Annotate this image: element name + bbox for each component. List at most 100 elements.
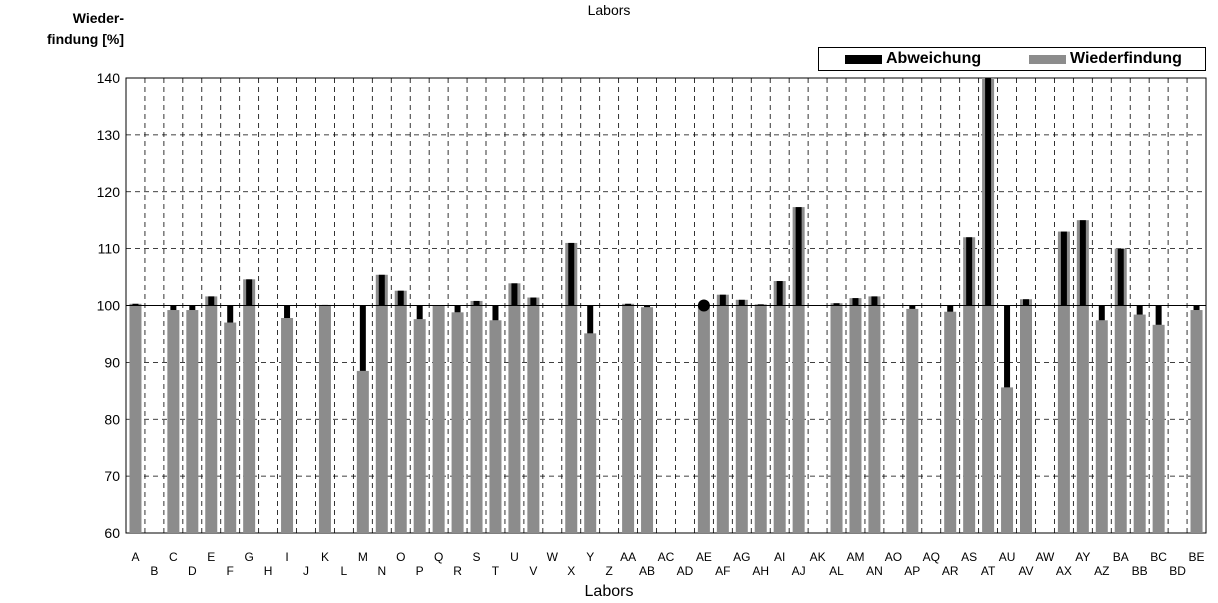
x-tick-label-I: I [285, 550, 288, 564]
bar-wiederfindung-AF [716, 294, 729, 533]
bar-abweichung-M [359, 305, 366, 371]
x-tick-label-E: E [207, 550, 215, 564]
bar-wiederfindung-Y [584, 333, 597, 533]
bar-abweichung-AS [966, 237, 973, 306]
x-tick-label-BE: BE [1189, 550, 1205, 564]
bar-abweichung-AH [757, 304, 764, 306]
bar-abweichung-X [568, 242, 575, 306]
x-tick-label-W: W [547, 550, 559, 564]
bar-wiederfindung-R [451, 312, 464, 533]
bar-wiederfindung-AH [754, 304, 767, 533]
bar-abweichung-G [246, 279, 253, 306]
x-tick-label-U: U [510, 550, 519, 564]
x-tick-label-T: T [492, 564, 500, 578]
y-tick-label: 70 [104, 468, 120, 484]
x-tick-label-Y: Y [586, 550, 594, 564]
bar-abweichung-BC [1155, 305, 1162, 325]
bar-wiederfindung-D [186, 310, 199, 533]
bar-abweichung-I [284, 305, 291, 319]
bar-abweichung-P [416, 305, 423, 320]
bar-wiederfindung-V [527, 297, 540, 533]
bar-wiederfindung-AB [641, 307, 654, 533]
legend-entry-abweichung: Abweichung [845, 50, 981, 68]
chart-title: Labors [587, 2, 631, 18]
x-tick-label-Z: Z [605, 564, 612, 578]
bar-abweichung-AZ [1098, 305, 1105, 321]
bar-wiederfindung-M [356, 370, 369, 533]
x-tick-label-AR: AR [942, 564, 959, 578]
bar-abweichung-AF [719, 294, 726, 306]
bar-abweichung-AX [1060, 231, 1067, 306]
bar-abweichung-N [378, 274, 385, 306]
y-tick-label: 90 [104, 354, 120, 370]
bar-wiederfindung-O [394, 290, 407, 533]
bar-wiederfindung-AR [944, 311, 957, 533]
marker-AE [697, 299, 710, 312]
x-tick-label-AV: AV [1018, 564, 1033, 578]
bar-wiederfindung-AI [773, 281, 786, 533]
bar-abweichung-AR [947, 305, 954, 312]
bar-wiederfindung-U [508, 283, 521, 533]
x-tick-label-BB: BB [1132, 564, 1148, 578]
bar-wiederfindung-AU [1001, 387, 1014, 533]
x-tick-label-V: V [529, 564, 537, 578]
bar-abweichung-BB [1136, 305, 1143, 315]
x-tick-label-AX: AX [1056, 564, 1072, 578]
x-tick-label-O: O [396, 550, 405, 564]
bar-wiederfindung-K [318, 304, 331, 533]
x-tick-label-H: H [264, 564, 273, 578]
y-tick-label: 100 [97, 298, 121, 314]
x-tick-label-AU: AU [999, 550, 1016, 564]
bar-wiederfindung-E [205, 296, 218, 533]
bar-wiederfindung-BC [1152, 324, 1165, 533]
bar-abweichung-V [530, 297, 537, 306]
bar-wiederfindung-BA [1114, 248, 1127, 533]
x-axis-label: Labors [584, 583, 634, 600]
bar-wiederfindung-AS [963, 237, 976, 533]
y-tick-label: 130 [97, 127, 121, 143]
bar-wiederfindung-T [489, 320, 502, 533]
bar-wiederfindung-BB [1133, 314, 1146, 533]
legend-label-wiederfindung: Wiederfindung [1070, 50, 1182, 67]
bar-wiederfindung-A [129, 303, 142, 533]
x-tick-label-AT: AT [981, 564, 996, 578]
bar-abweichung-R [454, 305, 461, 313]
x-tick-label-C: C [169, 550, 178, 564]
x-tick-label-AA: AA [620, 550, 636, 564]
bar-abweichung-AU [1004, 305, 1011, 388]
x-tick-label-J: J [303, 564, 309, 578]
bar-abweichung-D [189, 305, 196, 311]
bar-abweichung-O [397, 290, 404, 306]
bar-abweichung-AY [1079, 220, 1086, 306]
bar-abweichung-AV [1023, 299, 1029, 306]
x-tick-label-AS: AS [961, 550, 977, 564]
y-axis-label: Wieder- findung [%] [0, 8, 124, 50]
bar-wiederfindung-F [224, 322, 237, 533]
bar-wiederfindung-AA [622, 303, 635, 533]
bar-wiederfindung-P [413, 319, 426, 533]
legend-label-abweichung: Abweichung [886, 50, 982, 67]
bar-wiederfindung-X [565, 242, 578, 533]
x-tick-label-AW: AW [1036, 550, 1056, 564]
bar-wiederfindung-AP [906, 308, 919, 533]
bar-wiederfindung-AE [697, 305, 710, 533]
bar-wiederfindung-AM [849, 298, 862, 533]
bar-abweichung-AT [985, 78, 992, 306]
legend-entry-wiederfindung: Wiederfindung [1029, 50, 1182, 68]
x-tick-label-BC: BC [1150, 550, 1167, 564]
x-tick-label-BA: BA [1113, 550, 1129, 564]
x-tick-label-AG: AG [733, 550, 750, 564]
x-tick-label-AH: AH [752, 564, 769, 578]
bar-abweichung-AL [833, 303, 840, 306]
bar-abweichung-S [473, 300, 480, 306]
y-tick-label: 140 [97, 70, 121, 86]
x-tick-label-N: N [377, 564, 386, 578]
x-tick-label-AJ: AJ [792, 564, 806, 578]
x-tick-label-R: R [453, 564, 462, 578]
bar-abweichung-T [492, 305, 499, 321]
x-tick-label-M: M [358, 550, 368, 564]
bar-abweichung-AP [909, 305, 916, 309]
bar-abweichung-AG [738, 299, 745, 306]
bar-wiederfindung-G [243, 279, 256, 533]
